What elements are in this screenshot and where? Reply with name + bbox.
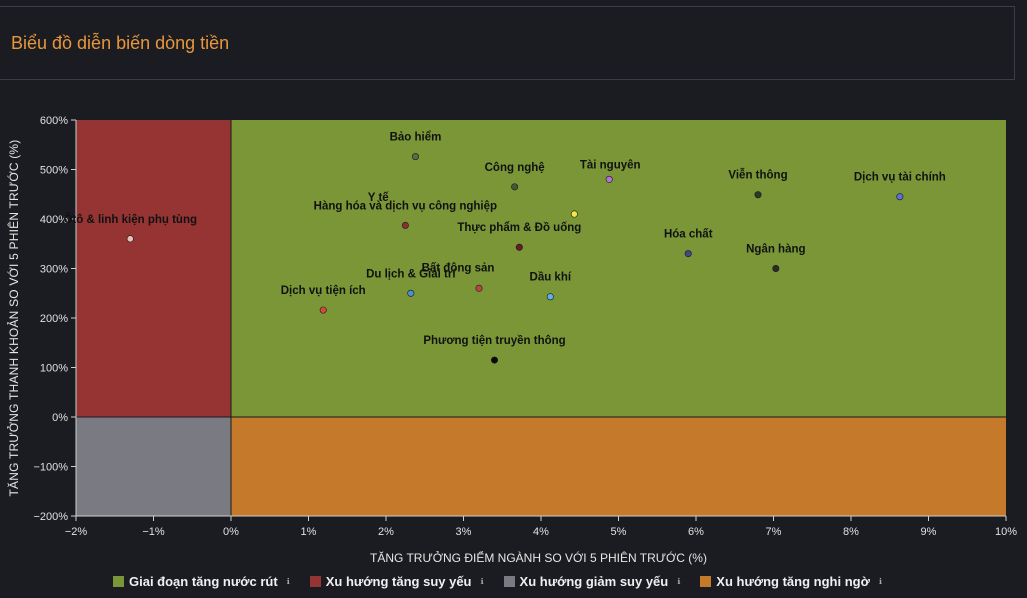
legend-item-1[interactable]: Xu hướng tăng suy yếu ℹ (309, 574, 484, 589)
data-label: Bất động sản (422, 262, 495, 274)
legend: Giai đoạn tăng nước rút ℹ Xu hướng tăng … (113, 574, 882, 589)
legend-label: Xu hướng tăng nghi ngờ (716, 574, 870, 589)
info-icon[interactable]: ℹ (286, 577, 290, 586)
data-label: Ôtô & linh kiện phụ tùng (63, 213, 197, 226)
page-title: Biểu đồ diễn biến dòng tiền (11, 33, 230, 53)
x-tick-label: 5% (611, 526, 627, 538)
data-point (546, 293, 554, 301)
y-tick-label: 200% (40, 313, 68, 325)
data-point (511, 183, 519, 191)
data-label: Dịch vụ tài chính (854, 172, 946, 184)
legend-item-2[interactable]: Xu hướng giảm suy yếu ℹ (503, 574, 681, 589)
data-label: Dịch vụ tiện ích (281, 285, 366, 297)
legend-item-0[interactable]: Giai đoạn tăng nước rút ℹ (113, 574, 290, 589)
data-point (319, 306, 327, 314)
data-point (896, 193, 904, 201)
x-tick-label: 3% (456, 526, 472, 538)
x-tick-label: 10% (995, 526, 1017, 538)
legend-label: Giai đoạn tăng nước rút (129, 574, 278, 589)
x-tick-label: 1% (301, 526, 317, 538)
data-point (605, 175, 613, 183)
x-tick-label: 8% (843, 526, 859, 538)
data-point (401, 221, 409, 229)
legend-item-3[interactable]: Xu hướng tăng nghi ngờ ℹ (700, 574, 882, 589)
legend-swatch (113, 576, 124, 587)
data-label: Ngân hàng (746, 244, 805, 256)
legend-label: Xu hướng tăng suy yếu (325, 574, 472, 589)
y-tick-label: 600% (40, 115, 68, 127)
quadrant-1 (76, 120, 231, 417)
info-icon[interactable]: ℹ (878, 577, 882, 586)
y-tick-label: 300% (40, 264, 68, 276)
quadrant-2 (76, 417, 231, 516)
y-tick-label: 400% (40, 214, 68, 226)
legend-swatch (700, 576, 712, 587)
y-tick-label: −100% (33, 462, 68, 474)
x-tick-label: 6% (688, 526, 704, 538)
y-tick-label: 0% (52, 412, 68, 424)
x-axis-label: TĂNG TRƯỞNG ĐIỂM NGÀNH SO VỚI 5 PHIÊN TR… (370, 551, 707, 565)
y-axis-label: TĂNG TRƯỞNG THANH KHOẢN SO VỚI 5 PHIÊN T… (7, 139, 21, 497)
data-label: Y tế (368, 192, 389, 204)
legend-swatch (503, 576, 515, 587)
data-point (754, 191, 762, 199)
info-icon[interactable]: ℹ (480, 577, 484, 586)
x-tick-label: 9% (921, 526, 937, 538)
data-label: Thực phẩm & Đồ uống (457, 222, 581, 234)
legend-label: Xu hướng giảm suy yếu (519, 574, 669, 589)
data-point (515, 243, 523, 251)
chart-header: Biểu đồ diễn biến dòng tiền (0, 6, 1015, 80)
data-point (570, 210, 578, 218)
y-axis-label-wrap: TĂNG TRƯỞNG THANH KHOẢN SO VỚI 5 PHIÊN T… (4, 120, 24, 516)
x-tick-label: 4% (533, 526, 549, 538)
x-tick-label: −2% (65, 526, 88, 538)
data-point (411, 153, 419, 161)
y-tick-label: 500% (40, 165, 68, 177)
x-tick-label: 0% (223, 526, 239, 538)
data-label: Hàng hóa và dịch vụ công nghiệp (314, 200, 497, 212)
info-icon[interactable]: ℹ (677, 577, 681, 586)
data-label: Tài nguyên (580, 159, 641, 171)
x-tick-label: 7% (766, 526, 782, 538)
x-tick-label: 2% (378, 526, 394, 538)
data-point (126, 235, 134, 243)
data-label: Phương tiện truyền thông (423, 335, 565, 347)
data-label: Hóa chất (664, 229, 713, 241)
data-point (475, 284, 483, 292)
data-point (407, 289, 415, 297)
data-label: Du lịch & Giải trí (366, 268, 456, 280)
quadrant-0 (231, 120, 1006, 417)
data-label: Công nghệ (485, 162, 545, 174)
y-tick-label: −200% (33, 511, 68, 523)
data-label: Viễn thông (728, 169, 787, 182)
quadrant-3 (231, 417, 1006, 516)
data-point (772, 264, 780, 272)
data-label: Bảo hiểm (390, 132, 442, 144)
data-point (490, 356, 498, 364)
y-tick-label: 100% (40, 363, 68, 375)
data-label: Dầu khí (530, 272, 572, 284)
data-point (684, 250, 692, 258)
legend-swatch (309, 576, 321, 587)
x-tick-label: −1% (142, 526, 165, 538)
